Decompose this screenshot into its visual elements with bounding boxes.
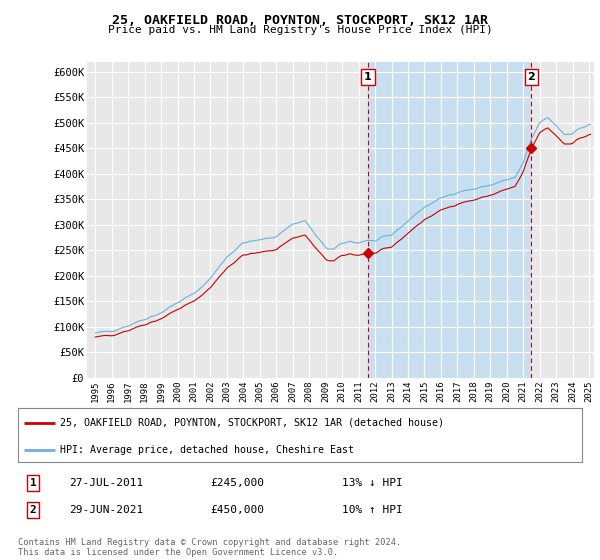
Text: 10% ↑ HPI: 10% ↑ HPI [342, 505, 403, 515]
Text: 1: 1 [29, 478, 37, 488]
Text: Price paid vs. HM Land Registry's House Price Index (HPI): Price paid vs. HM Land Registry's House … [107, 25, 493, 35]
Bar [368, 62, 532, 378]
Text: 2: 2 [29, 505, 37, 515]
Text: HPI: Average price, detached house, Cheshire East: HPI: Average price, detached house, Ches… [60, 445, 354, 455]
Text: 2: 2 [527, 72, 535, 82]
Text: Contains HM Land Registry data © Crown copyright and database right 2024.
This d: Contains HM Land Registry data © Crown c… [18, 538, 401, 557]
Text: 13% ↓ HPI: 13% ↓ HPI [342, 478, 403, 488]
Text: £245,000: £245,000 [210, 478, 264, 488]
Text: 25, OAKFIELD ROAD, POYNTON, STOCKPORT, SK12 1AR (detached house): 25, OAKFIELD ROAD, POYNTON, STOCKPORT, S… [60, 418, 444, 428]
Text: 25, OAKFIELD ROAD, POYNTON, STOCKPORT, SK12 1AR: 25, OAKFIELD ROAD, POYNTON, STOCKPORT, S… [112, 14, 488, 27]
Text: £450,000: £450,000 [210, 505, 264, 515]
Text: 27-JUL-2011: 27-JUL-2011 [69, 478, 143, 488]
Text: 29-JUN-2021: 29-JUN-2021 [69, 505, 143, 515]
Text: 1: 1 [364, 72, 372, 82]
